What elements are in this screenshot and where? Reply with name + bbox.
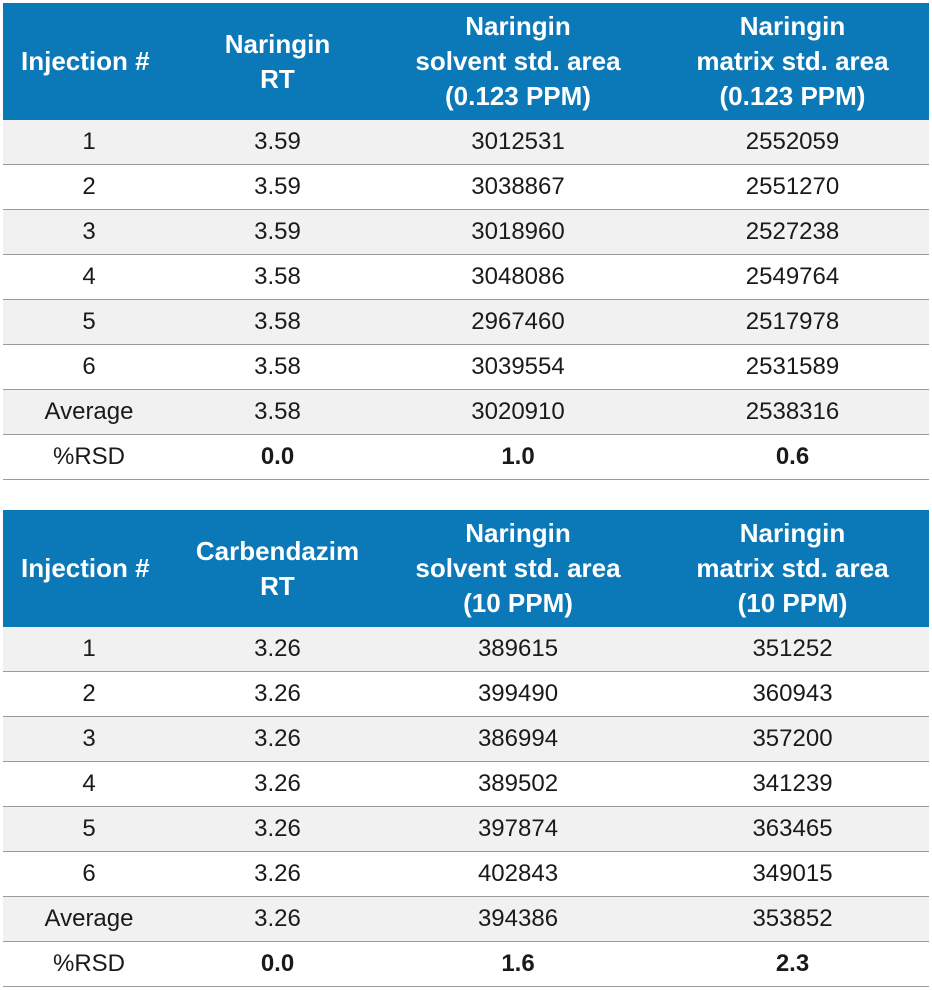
- cell-solvent-area: 399490: [380, 671, 656, 717]
- table-row: 5 3.26 397874 363465: [3, 806, 929, 852]
- cell-matrix-area: 341239: [656, 761, 929, 807]
- carbendazim-precision-table: Injection # Carbendazim RT Naringin solv…: [3, 510, 929, 987]
- cell-rt: 3.26: [175, 761, 380, 807]
- cell-matrix-area: 2552059: [656, 120, 929, 165]
- cell-rt: 3.26: [175, 716, 380, 762]
- cell-injection: 4: [3, 761, 175, 807]
- cell-injection: 3: [3, 716, 175, 762]
- cell-matrix-area: 357200: [656, 716, 929, 762]
- cell-injection: 5: [3, 806, 175, 852]
- cell-solvent-area: 3039554: [380, 344, 656, 390]
- table-body: 1 3.26 389615 351252 2 3.26 399490 36094…: [3, 627, 929, 987]
- table-body: 1 3.59 3012531 2552059 2 3.59 3038867 25…: [3, 120, 929, 480]
- cell-injection: 6: [3, 851, 175, 897]
- header-matrix-area: Naringin matrix std. area (10 PPM): [656, 510, 929, 627]
- table-row: 4 3.26 389502 341239: [3, 761, 929, 807]
- average-row: Average 3.58 3020910 2538316: [3, 389, 929, 435]
- cell-rt: 3.26: [175, 851, 380, 897]
- cell-matrix-area: 2517978: [656, 299, 929, 345]
- cell-rt: 3.59: [175, 164, 380, 210]
- cell-matrix-area: 2549764: [656, 254, 929, 300]
- cell-injection: 5: [3, 299, 175, 345]
- cell-solvent-area: 402843: [380, 851, 656, 897]
- cell-injection: 3: [3, 209, 175, 255]
- header-row: Injection # Naringin RT Naringin solvent…: [3, 3, 929, 120]
- cell-solvent-area: 1.0: [380, 434, 656, 480]
- cell-rt: 3.26: [175, 806, 380, 852]
- cell-injection: 1: [3, 120, 175, 165]
- cell-label: %RSD: [3, 941, 175, 987]
- cell-solvent-area: 3020910: [380, 389, 656, 435]
- table-row: 6 3.26 402843 349015: [3, 851, 929, 897]
- cell-solvent-area: 3038867: [380, 164, 656, 210]
- header-rt: Naringin RT: [175, 3, 380, 120]
- cell-matrix-area: 2551270: [656, 164, 929, 210]
- table-header: Injection # Carbendazim RT Naringin solv…: [3, 510, 929, 627]
- table-row: 3 3.59 3018960 2527238: [3, 209, 929, 255]
- cell-matrix-area: 351252: [656, 627, 929, 672]
- table-row: 5 3.58 2967460 2517978: [3, 299, 929, 345]
- rsd-row: %RSD 0.0 1.6 2.3: [3, 941, 929, 987]
- cell-label: Average: [3, 389, 175, 435]
- cell-matrix-area: 2531589: [656, 344, 929, 390]
- cell-rt: 3.58: [175, 344, 380, 390]
- cell-matrix-area: 360943: [656, 671, 929, 717]
- rsd-row: %RSD 0.0 1.0 0.6: [3, 434, 929, 480]
- cell-rt: 0.0: [175, 941, 380, 987]
- header-injection: Injection #: [3, 510, 175, 627]
- cell-injection: 4: [3, 254, 175, 300]
- cell-rt: 3.59: [175, 120, 380, 165]
- header-row: Injection # Carbendazim RT Naringin solv…: [3, 510, 929, 627]
- table-row: 6 3.58 3039554 2531589: [3, 344, 929, 390]
- cell-solvent-area: 3012531: [380, 120, 656, 165]
- cell-solvent-area: 389502: [380, 761, 656, 807]
- cell-label: %RSD: [3, 434, 175, 480]
- cell-rt: 3.58: [175, 389, 380, 435]
- table-row: 4 3.58 3048086 2549764: [3, 254, 929, 300]
- cell-matrix-area: 363465: [656, 806, 929, 852]
- cell-matrix-area: 349015: [656, 851, 929, 897]
- cell-solvent-area: 386994: [380, 716, 656, 762]
- header-rt: Carbendazim RT: [175, 510, 380, 627]
- cell-solvent-area: 394386: [380, 896, 656, 942]
- cell-rt: 3.26: [175, 671, 380, 717]
- cell-rt: 3.59: [175, 209, 380, 255]
- cell-injection: 2: [3, 164, 175, 210]
- table-row: 1 3.26 389615 351252: [3, 627, 929, 672]
- cell-label: Average: [3, 896, 175, 942]
- cell-matrix-area: 0.6: [656, 434, 929, 480]
- header-solvent-area: Naringin solvent std. area (10 PPM): [380, 510, 656, 627]
- cell-solvent-area: 1.6: [380, 941, 656, 987]
- average-row: Average 3.26 394386 353852: [3, 896, 929, 942]
- cell-rt: 3.26: [175, 896, 380, 942]
- cell-solvent-area: 389615: [380, 627, 656, 672]
- table-header: Injection # Naringin RT Naringin solvent…: [3, 3, 929, 120]
- table-row: 2 3.26 399490 360943: [3, 671, 929, 717]
- cell-solvent-area: 3048086: [380, 254, 656, 300]
- table-row: 1 3.59 3012531 2552059: [3, 120, 929, 165]
- cell-rt: 3.26: [175, 627, 380, 672]
- cell-matrix-area: 2527238: [656, 209, 929, 255]
- cell-rt: 0.0: [175, 434, 380, 480]
- cell-rt: 3.58: [175, 254, 380, 300]
- header-injection: Injection #: [3, 3, 175, 120]
- cell-injection: 1: [3, 627, 175, 672]
- table-row: 3 3.26 386994 357200: [3, 716, 929, 762]
- cell-matrix-area: 2538316: [656, 389, 929, 435]
- naringin-precision-table: Injection # Naringin RT Naringin solvent…: [3, 3, 929, 480]
- cell-rt: 3.58: [175, 299, 380, 345]
- table-row: 2 3.59 3038867 2551270: [3, 164, 929, 210]
- cell-matrix-area: 2.3: [656, 941, 929, 987]
- header-matrix-area: Naringin matrix std. area (0.123 PPM): [656, 3, 929, 120]
- header-solvent-area: Naringin solvent std. area (0.123 PPM): [380, 3, 656, 120]
- cell-solvent-area: 2967460: [380, 299, 656, 345]
- cell-solvent-area: 397874: [380, 806, 656, 852]
- cell-matrix-area: 353852: [656, 896, 929, 942]
- cell-solvent-area: 3018960: [380, 209, 656, 255]
- cell-injection: 2: [3, 671, 175, 717]
- cell-injection: 6: [3, 344, 175, 390]
